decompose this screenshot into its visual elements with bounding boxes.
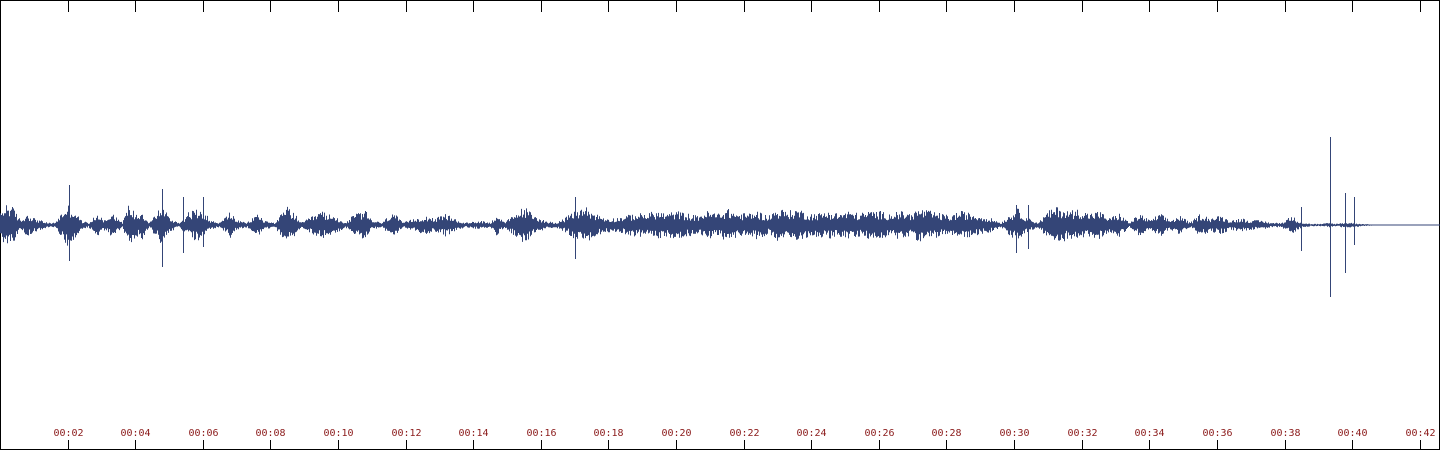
waveform-spikes <box>69 137 1355 297</box>
tick-label: 00:18 <box>593 428 623 439</box>
tick-label: 00:12 <box>391 428 421 439</box>
tick-label: 00:02 <box>53 428 83 439</box>
tick-label: 00:38 <box>1270 428 1300 439</box>
tick-label: 00:24 <box>796 428 826 439</box>
tick-label: 00:20 <box>661 428 691 439</box>
tick-label: 00:22 <box>729 428 759 439</box>
tick-label: 00:10 <box>323 428 353 439</box>
top-tick-marks <box>68 0 1421 12</box>
tick-label: 00:26 <box>864 428 894 439</box>
tick-label: 00:32 <box>1067 428 1097 439</box>
tick-label: 00:06 <box>188 428 218 439</box>
tick-label: 00:14 <box>458 428 488 439</box>
tick-label: 00:40 <box>1337 428 1367 439</box>
tick-label: 00:42 <box>1405 428 1435 439</box>
tick-label: 00:08 <box>255 428 285 439</box>
tick-label: 00:36 <box>1202 428 1232 439</box>
waveform-series <box>0 205 1372 246</box>
tick-label: 00:34 <box>1134 428 1164 439</box>
tick-label: 00:28 <box>931 428 961 439</box>
tick-label: 00:30 <box>999 428 1029 439</box>
time-tick-labels: 00:02 00:04 00:06 00:08 00:10 00:12 00:14 00:16… <box>53 428 1435 439</box>
tick-label: 00:16 <box>526 428 556 439</box>
tick-label: 00:04 <box>120 428 150 439</box>
bottom-tick-marks <box>68 440 1421 450</box>
